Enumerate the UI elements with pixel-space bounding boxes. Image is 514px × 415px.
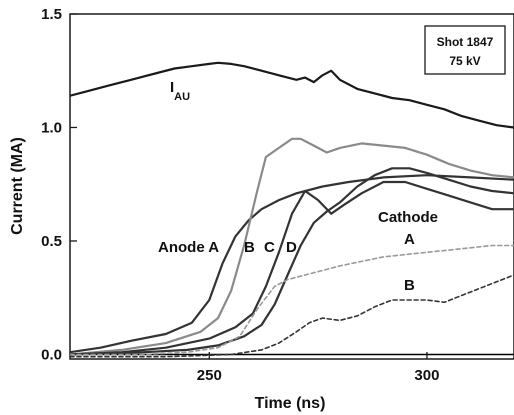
y-axis: 0.0 0.5 1.0 1.5 bbox=[41, 6, 77, 363]
shot-number-label: Shot 1847 bbox=[437, 35, 494, 49]
y-tick-label: 1.0 bbox=[41, 119, 62, 136]
shot-info-frame bbox=[424, 25, 506, 75]
label-cathode-b: B bbox=[404, 277, 415, 294]
label-cathode: Cathode bbox=[378, 209, 438, 226]
series-anode-b-line bbox=[70, 137, 514, 356]
label-iau-main: I bbox=[170, 79, 174, 96]
shot-info-box: Shot 1847 75 kV bbox=[424, 25, 506, 75]
y-axis-title: Current (MA) bbox=[9, 137, 26, 235]
series-cathode-b-line bbox=[70, 274, 514, 358]
series-cathode-a-line bbox=[70, 244, 514, 356]
series-anode-d-line bbox=[70, 167, 514, 356]
x-axis-title: Time (ns) bbox=[255, 395, 326, 412]
label-anode-a: Anode A bbox=[158, 239, 219, 256]
label-cathode-a: A bbox=[404, 231, 415, 248]
series-anode-a-line bbox=[70, 174, 514, 354]
voltage-label: 75 kV bbox=[449, 54, 480, 68]
label-anode-c: C bbox=[264, 239, 275, 256]
x-tick-label: 300 bbox=[414, 367, 439, 384]
y-tick-label: 1.5 bbox=[41, 6, 62, 23]
label-anode-b: B bbox=[244, 239, 255, 256]
label-iau: IAU bbox=[170, 79, 190, 103]
x-tick-label: 250 bbox=[197, 367, 222, 384]
plot-area bbox=[69, 13, 514, 360]
label-anode-d: D bbox=[286, 239, 297, 256]
label-iau-sub: AU bbox=[174, 91, 190, 103]
series-anode-c-line bbox=[70, 180, 514, 356]
y-tick-label: 0.0 bbox=[41, 346, 62, 363]
series-i-au-line bbox=[70, 61, 514, 129]
y-tick-label: 0.5 bbox=[41, 233, 62, 250]
series-layer bbox=[70, 61, 514, 358]
x-axis: 250 300 bbox=[197, 352, 439, 384]
